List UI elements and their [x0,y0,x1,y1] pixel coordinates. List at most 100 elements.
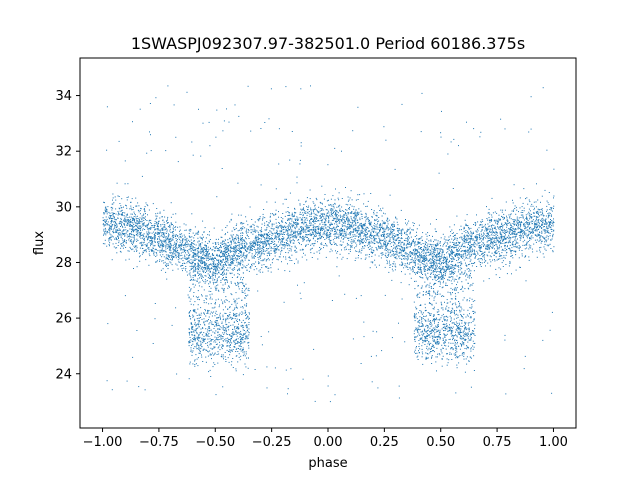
data-point [435,262,437,263]
data-point [516,222,518,224]
data-point [154,220,156,222]
data-point [419,258,421,260]
data-point [144,217,146,219]
data-point [279,225,281,226]
data-point [124,221,126,223]
data-point [238,242,240,244]
data-point [266,234,268,236]
data-point [136,247,138,249]
data-point [359,217,361,219]
data-point [201,251,203,253]
data-point [227,249,229,251]
data-point [421,272,423,274]
data-point [516,225,517,226]
data-point [131,240,133,242]
data-point [289,223,291,225]
data-point [227,256,229,258]
data-point [424,307,426,309]
data-point [282,226,284,228]
data-point [314,223,316,225]
data-point [346,229,348,231]
data-point [348,244,350,246]
data-point [269,219,271,221]
data-point [474,222,476,224]
data-point [369,221,371,223]
data-point [163,225,165,227]
data-point [460,257,462,259]
data-point [480,266,482,267]
data-point [212,277,214,279]
data-point [109,227,111,229]
data-point [510,228,512,230]
data-point [379,231,381,232]
data-point [136,215,138,217]
data-point [498,247,500,249]
data-point [476,266,478,267]
data-point [292,242,294,244]
data-point [431,244,433,246]
data-point [501,249,503,251]
data-point [532,205,534,207]
data-point [540,246,542,248]
data-point [146,231,148,233]
data-point [395,266,397,268]
data-point [177,256,179,257]
data-point [363,224,365,226]
data-point [471,237,472,239]
data-point [345,209,347,211]
data-point [320,229,322,231]
data-point [297,219,299,221]
data-point [129,239,131,241]
data-point [437,281,439,283]
data-point [433,261,435,262]
data-point [405,251,407,253]
data-point [393,233,395,234]
data-point [157,245,159,247]
data-point [456,233,458,234]
data-point [106,213,108,215]
data-point [457,253,459,255]
data-point [522,202,524,204]
data-point [106,222,108,224]
data-point [282,236,284,237]
data-point [492,227,493,229]
data-point [166,222,168,224]
data-point [164,251,166,253]
data-point [233,246,235,248]
data-point [202,249,204,251]
data-point [383,242,384,244]
data-point [287,218,289,220]
data-point [401,247,403,249]
data-point [534,227,536,229]
data-point [249,248,251,250]
data-point [493,248,495,250]
data-point [396,251,398,253]
data-point [451,260,453,262]
data-point [389,237,391,239]
data-point [549,209,551,210]
data-point [205,248,207,250]
data-point [280,233,282,235]
data-point [407,269,409,270]
data-point [302,214,304,216]
data-point [431,266,433,268]
data-point [340,228,342,230]
data-point [359,194,361,196]
data-point [531,248,533,250]
data-point [339,204,341,206]
data-point [188,262,190,264]
data-point [247,229,249,230]
data-point [384,243,386,245]
data-point [402,255,404,257]
data-point [269,221,271,223]
data-point [258,244,260,245]
data-point [501,234,503,236]
data-point [320,217,322,219]
data-point [447,267,449,269]
data-point [355,246,357,248]
data-point [134,235,136,236]
data-point [417,259,419,261]
data-point [510,252,512,254]
data-point [125,232,127,234]
data-point [550,215,552,217]
